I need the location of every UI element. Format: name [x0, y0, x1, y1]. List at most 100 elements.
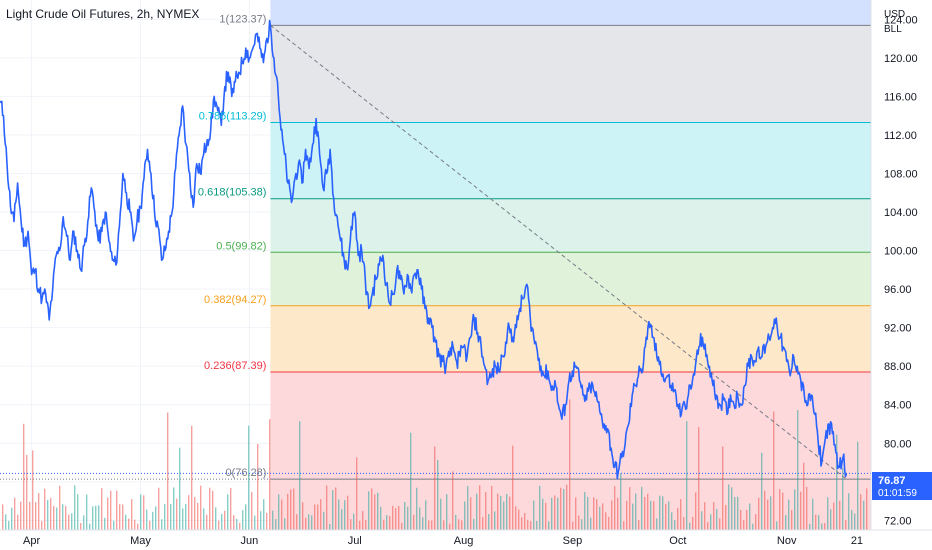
volume-bar: [812, 498, 814, 530]
volume-bar: [296, 514, 298, 530]
volume-bar: [221, 513, 223, 530]
volume-bar: [578, 515, 580, 530]
volume-bar: [410, 432, 412, 530]
time-tick-label: Nov: [777, 535, 797, 547]
fibonacci-retracement[interactable]: [0, 0, 871, 530]
volume-bar: [146, 509, 148, 530]
price-tick-label: 124.00: [884, 14, 918, 26]
volume-bar: [428, 520, 430, 530]
volume-bar: [389, 515, 391, 530]
volume-bar: [620, 473, 622, 530]
volume-bar: [194, 496, 196, 530]
volume-bar: [17, 514, 19, 530]
volume-bar: [563, 489, 565, 530]
volume-bar: [200, 485, 202, 530]
volume-bar: [164, 504, 166, 530]
volume-bar: [473, 518, 475, 530]
fib-band-0.5: [270, 198, 871, 253]
price-axis[interactable]: 124.00 120.00 116.00 112.00 108.00 104.00 100.…: [884, 14, 918, 527]
time-tick-label: 21: [851, 535, 863, 547]
volume-bar: [233, 515, 235, 530]
volume-bar: [584, 491, 586, 530]
volume-bar: [197, 502, 199, 530]
time-tick-label: Jul: [348, 535, 362, 547]
volume-bar: [746, 509, 748, 530]
volume-bar: [344, 500, 346, 530]
fib-band-bottom: [270, 479, 871, 530]
volume-bar: [779, 489, 781, 530]
time-axis[interactable]: Apr May Jun Jul Aug Sep Oct Nov 21: [23, 535, 863, 547]
volume-bar: [89, 523, 91, 530]
volume-bar: [662, 496, 664, 530]
volume-bar: [131, 499, 133, 530]
volume-bar: [788, 499, 790, 530]
volume-bar: [521, 517, 523, 530]
volume-bar: [269, 419, 271, 530]
volume-bar: [362, 510, 364, 530]
volume-bar: [755, 514, 757, 530]
volume-bar: [407, 506, 409, 530]
volume-bar: [680, 499, 682, 530]
volume-bar: [272, 510, 274, 530]
volume-bar: [149, 520, 151, 530]
volume-bar: [227, 494, 229, 530]
volume-bar: [842, 467, 844, 530]
volume-bar: [290, 489, 292, 530]
volume-bar: [122, 504, 124, 530]
volume-bar: [476, 493, 478, 530]
volume-bar: [218, 520, 220, 530]
volume-bar: [587, 496, 589, 530]
volume-bar: [26, 454, 28, 530]
volume-bar: [368, 491, 370, 530]
price-series: [0, 19, 871, 480]
volume-bar: [740, 510, 742, 530]
volume-bar: [593, 497, 595, 530]
volume-bar: [773, 411, 775, 530]
volume-bar: [770, 496, 772, 530]
volume-bar: [77, 494, 79, 530]
volume-bar: [2, 504, 4, 530]
volume-bar: [314, 504, 316, 530]
volume-bar: [317, 504, 319, 530]
volume-bar: [254, 515, 256, 530]
volume-bar: [392, 505, 394, 530]
volume-bar: [65, 505, 67, 530]
volume-bar: [59, 485, 61, 530]
volume-bar: [515, 506, 517, 530]
trend-line-path[interactable]: [270, 24, 847, 480]
chart-title: Light Crude Oil Futures, 2h, NYMEX: [6, 7, 199, 21]
fib-label-0.618: 0.618(105.38): [198, 187, 267, 199]
volume-bar: [692, 516, 694, 530]
volume-bar: [530, 521, 532, 530]
volume-bar: [215, 507, 217, 530]
trend-line[interactable]: [270, 24, 847, 480]
fib-band-0.618: [270, 122, 871, 199]
volume-bar: [827, 497, 829, 530]
volume-bar: [32, 450, 34, 530]
volume-bar: [644, 496, 646, 530]
fib-label-0.236: 0.236(87.39): [204, 360, 266, 372]
volume-bar: [266, 512, 268, 530]
volume-bar: [668, 501, 670, 530]
volume-bar: [203, 508, 205, 530]
volume-bar: [866, 488, 868, 530]
volume-bar: [422, 517, 424, 530]
fib-band-0.786: [270, 25, 871, 123]
volume-bar: [383, 519, 385, 530]
currency-label: USD: [884, 9, 905, 20]
volume-bar: [581, 519, 583, 530]
volume-bar: [332, 490, 334, 530]
volume-bar: [494, 511, 496, 530]
volume-bar: [71, 513, 73, 530]
volume-bar: [173, 487, 175, 530]
volume-bar: [695, 492, 697, 530]
volume-bar: [710, 514, 712, 530]
volume-bar: [632, 503, 634, 530]
time-tick-label: Sep: [563, 535, 583, 547]
volume-bar: [461, 520, 463, 530]
price-tick-label: 96.00: [884, 284, 912, 296]
volume-bar: [8, 520, 10, 530]
volume-bar: [5, 514, 7, 530]
last-price-value: 76.87: [878, 475, 906, 487]
